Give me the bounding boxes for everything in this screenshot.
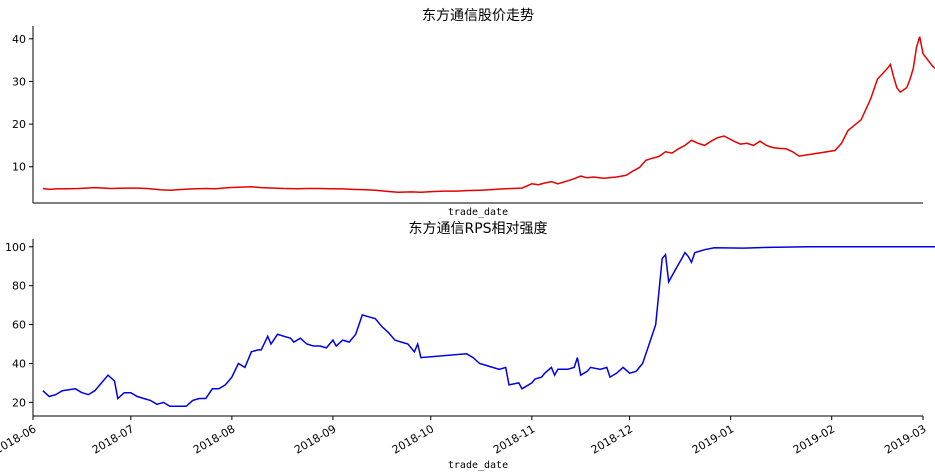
y-tick-label: 20 bbox=[12, 396, 26, 409]
x-tick-label: 2018-09 bbox=[292, 422, 338, 456]
price-chart-y-ticks: 10 20 30 40 bbox=[12, 33, 33, 174]
y-tick-label: 60 bbox=[12, 319, 26, 332]
y-tick-label: 40 bbox=[12, 33, 26, 46]
rps-chart-x-label: trade_date bbox=[448, 460, 508, 471]
price-chart-x-label: trade_date bbox=[448, 207, 508, 218]
y-tick-label: 80 bbox=[12, 280, 26, 293]
y-tick-label: 30 bbox=[12, 75, 26, 88]
price-chart: 东方通信股价走势 10 20 30 40 trade_date bbox=[12, 8, 935, 218]
x-tick-label: 2019-02 bbox=[791, 422, 837, 456]
rps-series-line bbox=[42, 246, 935, 408]
y-tick-label: 20 bbox=[12, 118, 26, 131]
x-tick-label: 2018-07 bbox=[90, 422, 136, 456]
rps-chart-y-ticks: 20 40 60 80 100 bbox=[5, 241, 33, 409]
x-tick-label: 2019-01 bbox=[690, 422, 736, 456]
y-tick-label: 10 bbox=[12, 161, 26, 174]
x-tick-label: 2018-11 bbox=[491, 422, 537, 456]
x-tick-label: 2018-10 bbox=[390, 422, 436, 456]
x-tick-label: 2019-03 bbox=[882, 422, 928, 456]
y-tick-label: 100 bbox=[5, 241, 26, 254]
x-tick-label: 2018-08 bbox=[191, 422, 237, 456]
x-tick-label: 2018-06 bbox=[0, 422, 38, 456]
price-chart-title: 东方通信股价走势 bbox=[422, 8, 534, 24]
rps-chart-x-ticks: 2018-06 2018-07 2018-08 2018-09 2018-10 2018-… bbox=[0, 416, 929, 457]
rps-chart-title: 东方通信RPS相对强度 bbox=[408, 221, 547, 237]
x-tick-label: 2018-12 bbox=[589, 422, 635, 456]
y-tick-label: 40 bbox=[12, 357, 26, 370]
price-series-line bbox=[42, 36, 935, 194]
